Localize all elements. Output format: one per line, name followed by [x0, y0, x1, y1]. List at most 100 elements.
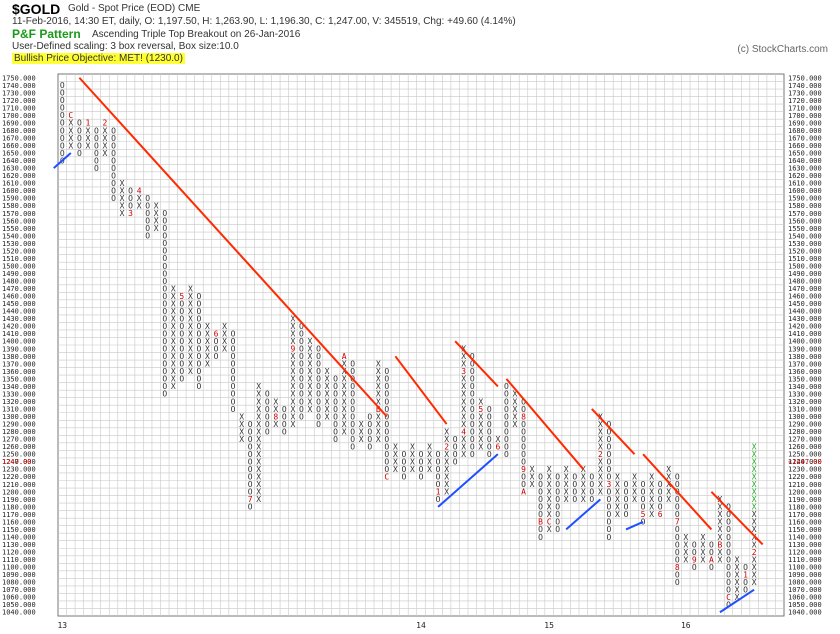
o-box: O	[487, 405, 492, 414]
month-marker: C	[68, 111, 73, 120]
x-tick-label: 14	[416, 621, 426, 630]
x-box: X	[752, 518, 757, 527]
x-box: X	[752, 540, 757, 549]
resistance-trendline	[454, 340, 499, 388]
x-box: X	[342, 412, 347, 421]
o-box: O	[350, 435, 355, 444]
o-box: O	[60, 104, 65, 113]
x-box: X	[598, 457, 603, 466]
y-tick-label-right: 1580.000	[788, 202, 822, 210]
o-box: O	[197, 299, 202, 308]
x-box: X	[530, 465, 535, 474]
x-box: X	[735, 555, 740, 564]
o-box: O	[675, 480, 680, 489]
y-tick-label-right: 1480.000	[788, 278, 822, 286]
x-box: X	[461, 405, 466, 414]
o-box: O	[470, 427, 475, 436]
o-box: O	[316, 352, 321, 361]
x-box: X	[222, 330, 227, 339]
o-box: O	[504, 450, 509, 459]
x-box: X	[342, 360, 347, 369]
o-box: O	[504, 397, 509, 406]
x-box: X	[325, 382, 330, 391]
y-tick-label-left: 1220.000	[2, 473, 36, 481]
o-box: O	[350, 442, 355, 451]
o-box: O	[179, 299, 184, 308]
y-tick-label-left: 1580.000	[2, 202, 36, 210]
x-box: X	[120, 194, 125, 203]
o-box: O	[384, 465, 389, 474]
o-box: O	[453, 450, 458, 459]
x-tick-label: 15	[544, 621, 554, 630]
x-box: X	[547, 495, 552, 504]
o-box: O	[658, 480, 663, 489]
o-box: O	[179, 322, 184, 331]
y-tick-label-left: 1210.000	[2, 481, 36, 489]
month-marker: 2	[598, 450, 603, 459]
x-box: X	[513, 390, 518, 399]
o-box: O	[538, 473, 543, 482]
x-box: X	[649, 488, 654, 497]
x-box: X	[290, 337, 295, 346]
y-tick-label-left: 1130.000	[2, 541, 36, 549]
x-box: X	[137, 194, 142, 203]
o-box: O	[572, 473, 577, 482]
x-box: X	[752, 488, 757, 497]
o-box: O	[350, 390, 355, 399]
x-box: X	[137, 202, 142, 211]
o-box: O	[367, 435, 372, 444]
y-tick-label-right: 1620.000	[788, 172, 822, 180]
x-box: X	[649, 495, 654, 504]
x-box: X	[290, 420, 295, 429]
o-box: O	[726, 540, 731, 549]
x-box: X	[290, 352, 295, 361]
y-tick-label-right: 1170.000	[788, 511, 822, 519]
x-box: X	[461, 420, 466, 429]
o-box: O	[692, 563, 697, 572]
o-box: O	[521, 435, 526, 444]
x-box: X	[205, 337, 210, 346]
x-box: X	[154, 209, 159, 218]
x-box: X	[547, 488, 552, 497]
y-tick-label-left: 1690.000	[2, 119, 36, 127]
o-box: O	[231, 382, 236, 391]
month-marker: B	[538, 518, 543, 527]
o-box: O	[145, 217, 150, 226]
month-marker: C	[726, 593, 731, 602]
o-box: O	[111, 194, 116, 203]
month-marker: 2	[103, 119, 108, 128]
x-box: X	[171, 375, 176, 384]
y-tick-label-left: 1100.000	[2, 564, 36, 572]
o-box: O	[248, 457, 253, 466]
o-box: O	[521, 442, 526, 451]
x-box: X	[632, 488, 637, 497]
x-box: X	[718, 525, 723, 534]
copyright: (c) StockCharts.com	[737, 44, 828, 55]
x-box: X	[342, 405, 347, 414]
x-box: X	[478, 420, 483, 429]
o-box: O	[94, 156, 99, 165]
x-box: X	[513, 397, 518, 406]
x-box: X	[461, 390, 466, 399]
o-box: O	[197, 367, 202, 376]
x-box: X	[290, 360, 295, 369]
scaling-info: User-Defined scaling: 3 box reversal, Bo…	[12, 41, 239, 52]
o-box: O	[162, 367, 167, 376]
y-tick-label-right: 1530.000	[788, 240, 822, 248]
o-box: O	[231, 360, 236, 369]
o-box: O	[231, 367, 236, 376]
o-box: O	[60, 111, 65, 120]
o-box: O	[606, 518, 611, 527]
x-box: X	[752, 525, 757, 534]
o-box: O	[162, 277, 167, 286]
x-box: X	[530, 473, 535, 482]
o-box: O	[726, 548, 731, 557]
x-box: X	[342, 427, 347, 436]
y-tick-label-left: 1260.000	[2, 443, 36, 451]
o-box: O	[606, 533, 611, 542]
o-box: O	[231, 405, 236, 414]
o-box: O	[436, 473, 441, 482]
o-box: O	[606, 427, 611, 436]
o-box: O	[94, 126, 99, 135]
x-box: X	[256, 427, 261, 436]
